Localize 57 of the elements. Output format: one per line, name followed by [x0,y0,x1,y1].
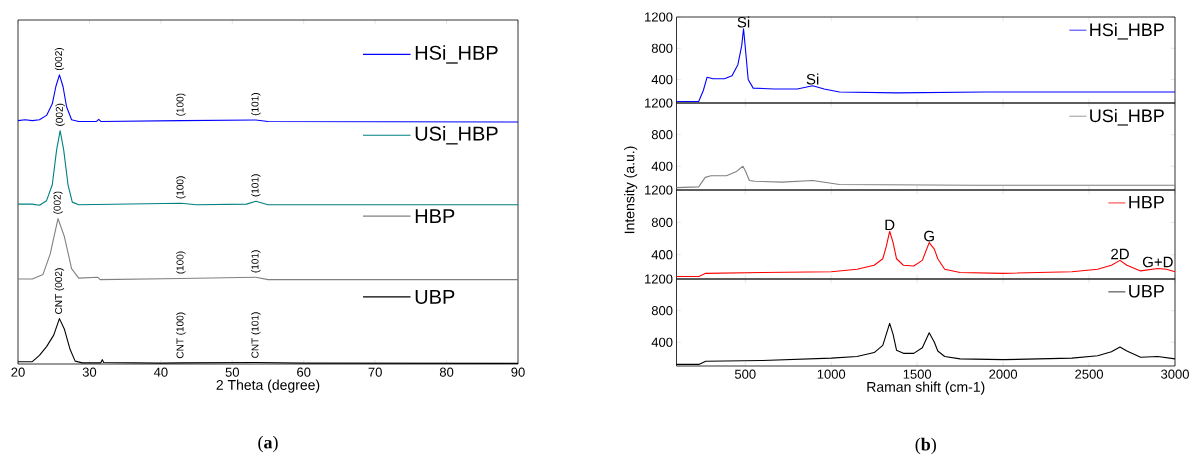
annotation: (100) [176,176,186,199]
annotation: (101) [251,93,261,116]
y-tick-label: 800 [651,130,673,140]
x-tick-label: 90 [511,367,525,377]
annotation: CNT (002) [54,268,65,314]
x-axis-title: Raman shift (cm-1) [867,381,985,395]
annotation: (002) [53,191,63,214]
y-tick-label: 800 [651,306,673,316]
x-tick-label: 3000 [1161,369,1189,379]
y-tick-label: 1200 [645,274,673,284]
x-tick-label: 70 [368,367,382,377]
text: (a) [258,435,278,453]
legend-label: HBP [415,209,455,223]
legend-label: USi_HBP [415,126,498,145]
annotation: (002) [55,103,65,126]
legend-label: HBP [1129,195,1164,209]
x-tick-label: 50 [225,367,240,377]
annotation: Si [806,73,819,85]
x-tick-label: 2000 [989,369,1018,379]
y-tick-label: 800 [651,217,673,227]
annotation: CNT (101) [251,312,261,358]
x-tick-label: 20 [11,367,25,377]
y-tick-label: 800 [651,43,673,53]
x-tick-label: 1500 [903,369,932,379]
legend-label: UBP [415,289,455,304]
legend-label: USi_HBP [1090,108,1164,126]
x-tick-label: 2500 [1075,369,1104,379]
x-tick-label: 80 [439,367,454,377]
legend-label: HSi_HBP [415,45,498,64]
y-tick-label: 1200 [645,12,673,22]
annotation: D [885,219,895,231]
annotation: G+D [1142,256,1173,268]
y-tick-label: 1200 [645,98,673,108]
y-tick-label: 400 [651,74,673,85]
x-tick-label: 30 [82,367,97,377]
legend-label: UBP [1129,284,1164,298]
text: (b) [915,437,936,455]
y-tick-label: 400 [651,250,673,260]
annotation: G [924,230,934,242]
y-tick-label: 400 [651,337,673,347]
y-axis-title: Intensity (a.u.) [624,146,638,234]
x-axis-title: 2 Theta (degree) [216,379,320,393]
annotation: (100) [176,251,186,274]
annotation: Si [737,16,750,28]
annotation: (101) [251,174,261,197]
annotation: (002) [54,48,65,71]
annotation: CNT (100) [176,312,186,359]
x-tick-label: 1000 [817,369,846,379]
x-tick-label: 40 [153,367,168,377]
annotation: 2D [1111,248,1129,260]
x-tick-label: 60 [297,367,311,377]
annotation: (101) [251,250,261,273]
annotation: (100) [176,93,186,116]
text: HSi_HBP [1090,22,1164,40]
y-tick-label: 400 [651,161,673,171]
x-tick-label: 500 [734,369,756,379]
y-tick-label: 1200 [645,185,673,195]
